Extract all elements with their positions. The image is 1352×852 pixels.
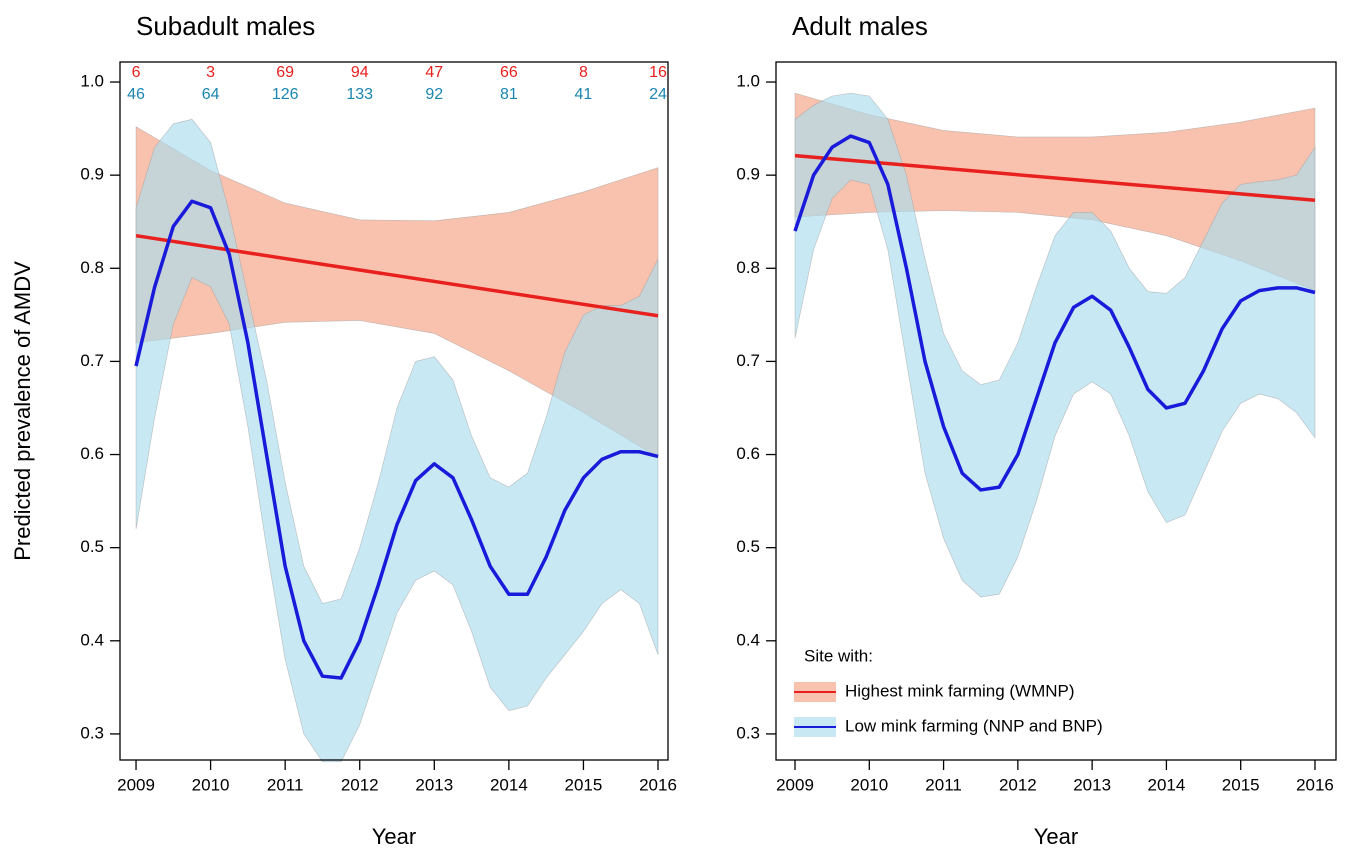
trend-line — [793, 134, 1316, 492]
y-tick-label: 0.6 — [80, 444, 104, 463]
x-tick-label: 2010 — [192, 775, 230, 794]
confidence-band — [135, 118, 659, 763]
x-axis-label: Year — [1034, 824, 1078, 849]
y-tick-label: 0.6 — [736, 444, 760, 463]
x-tick-label: 2014 — [1148, 775, 1186, 794]
x-tick-label: 2016 — [639, 775, 677, 794]
x-tick-label: 2016 — [1296, 775, 1334, 794]
y-tick-label: 0.5 — [736, 537, 760, 556]
trend-line — [794, 153, 1316, 203]
y-tick-label: 1.0 — [80, 72, 104, 91]
y-tick-label: 0.9 — [80, 165, 104, 184]
sample-size: 24 — [649, 86, 667, 103]
panel-title: Subadult males — [136, 11, 315, 41]
plot-frame — [775, 61, 1337, 761]
y-tick-label: 0.4 — [80, 630, 104, 649]
x-axis-label: Year — [372, 824, 416, 849]
legend-title: Site with: — [804, 646, 873, 665]
y-tick-label: 0.3 — [736, 723, 760, 742]
y-tick-label: 0.9 — [736, 165, 760, 184]
y-tick-label: 0.4 — [736, 630, 760, 649]
legend-label: Low mink farming (NNP and BNP) — [845, 716, 1103, 735]
y-tick-label: 0.7 — [736, 351, 760, 370]
y-tick-label: 0.5 — [80, 537, 104, 556]
y-axis-label: Predicted prevalence of AMDV — [10, 261, 35, 561]
sample-size: 46 — [127, 86, 145, 103]
y-tick-label: 0.3 — [80, 723, 104, 742]
sample-size: 81 — [500, 86, 518, 103]
y-tick-label: 0.7 — [80, 351, 104, 370]
panel: Adult males Year 0.3 0.4 0.5 0.6 0.7 0.8 0.9 1.0 2… — [736, 11, 1337, 849]
x-tick-label: 2011 — [925, 775, 962, 794]
panel-title: Adult males — [792, 11, 928, 41]
trend-line — [135, 233, 659, 318]
x-tick-label: 2009 — [117, 775, 155, 794]
x-tick-label: 2011 — [267, 775, 304, 794]
x-tick-label: 2013 — [1073, 775, 1111, 794]
sample-size: 64 — [202, 86, 220, 103]
x-tick-label: 2014 — [490, 775, 528, 794]
x-tick-label: 2015 — [565, 775, 603, 794]
trend-line — [134, 199, 659, 680]
sample-size: 69 — [276, 64, 294, 81]
x-tick-label: 2012 — [341, 775, 379, 794]
sample-size: 16 — [649, 64, 667, 81]
sample-size: 126 — [272, 86, 299, 103]
sample-size: 41 — [575, 86, 593, 103]
sample-size: 8 — [579, 64, 588, 81]
x-tick-label: 2012 — [999, 775, 1037, 794]
x-tick-label: 2010 — [850, 775, 888, 794]
y-tick-label: 1.0 — [736, 72, 760, 91]
x-tick-label: 2013 — [415, 775, 453, 794]
sample-size: 6 — [132, 64, 141, 81]
y-tick-label: 0.8 — [80, 258, 104, 277]
sample-size: 3 — [206, 64, 215, 81]
sample-size: 133 — [346, 86, 373, 103]
sample-size: 92 — [425, 86, 443, 103]
plot-frame — [119, 61, 669, 761]
sample-size: 47 — [425, 64, 443, 81]
sample-size: 66 — [500, 64, 518, 81]
panel: Subadult males Year Predicted prevalence o… — [10, 11, 677, 849]
x-tick-label: 2009 — [776, 775, 814, 794]
y-tick-label: 0.8 — [736, 258, 760, 277]
x-tick-label: 2015 — [1222, 775, 1260, 794]
legend-label: Highest mink farming (WMNP) — [845, 681, 1075, 700]
sample-size: 94 — [351, 64, 369, 81]
